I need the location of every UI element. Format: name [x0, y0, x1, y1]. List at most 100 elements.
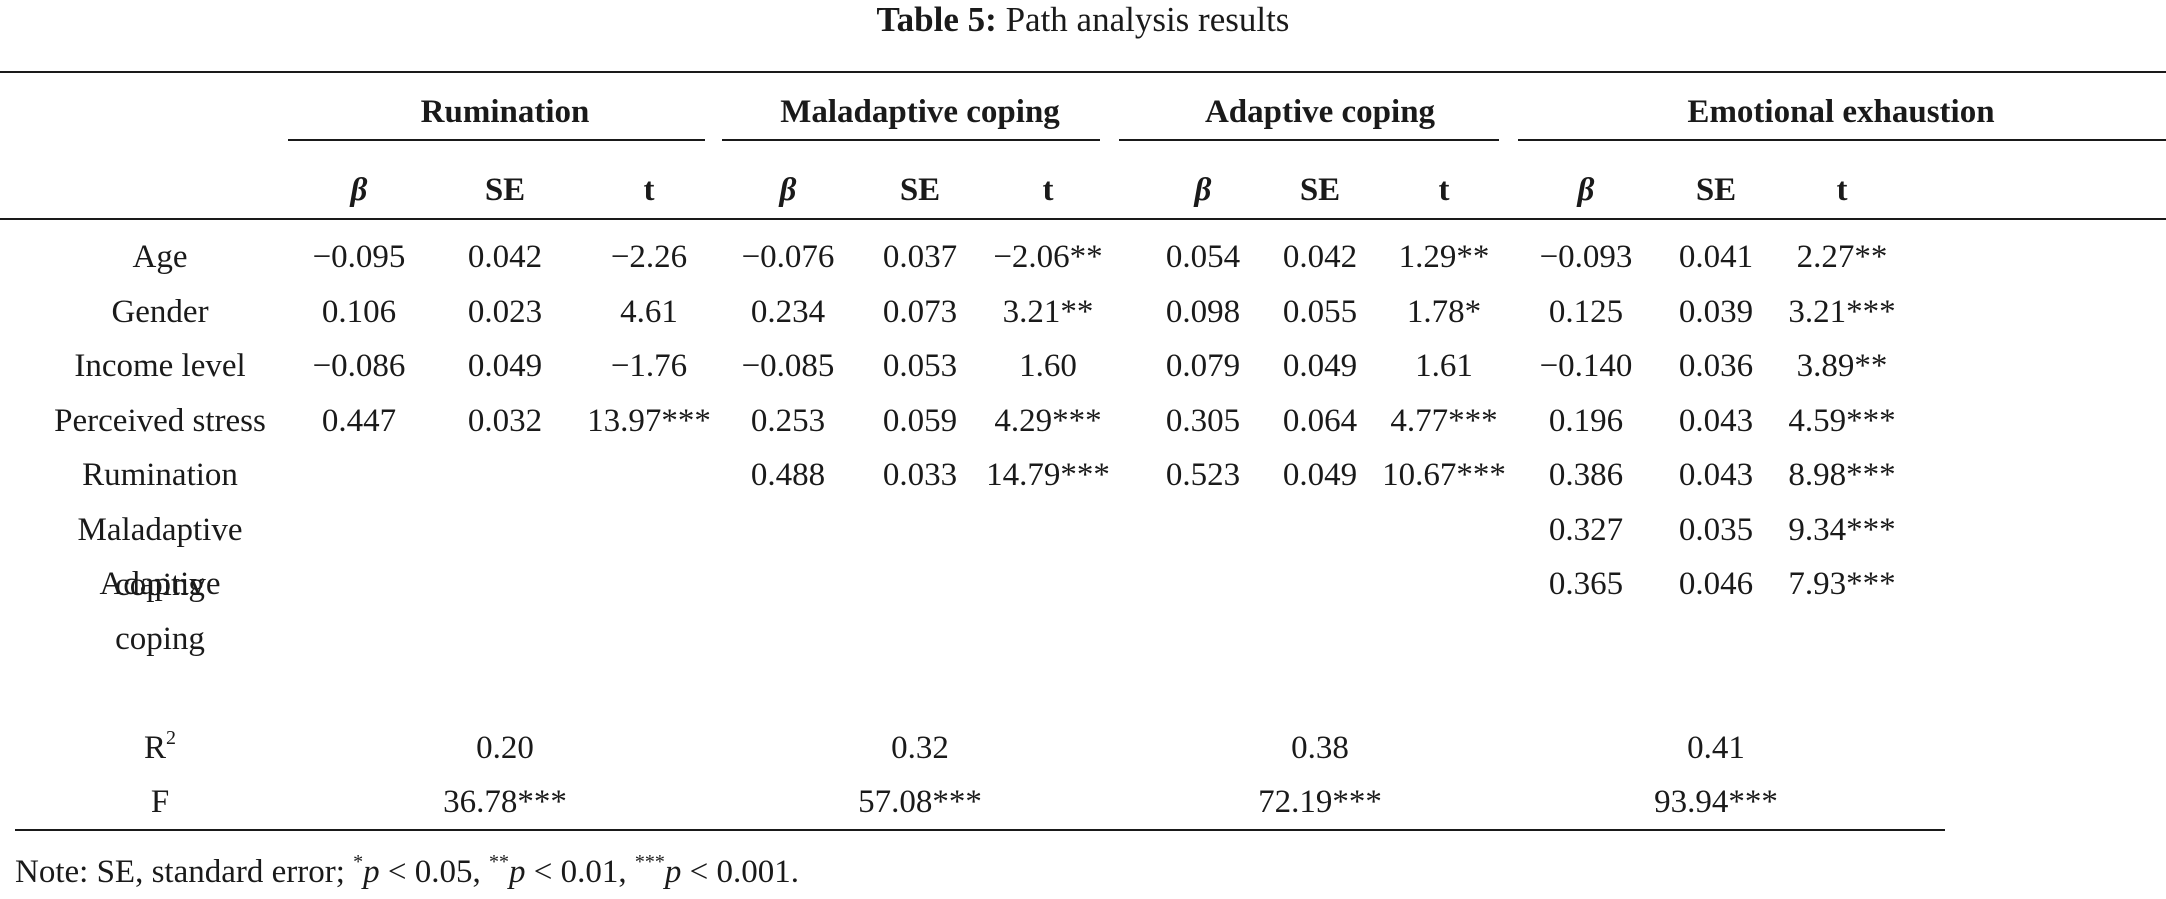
t-value: 3.21**: [1002, 294, 1094, 330]
r2-value: 0.32: [891, 730, 949, 766]
row-label: coping: [115, 620, 205, 657]
note-stars: ***: [634, 851, 665, 873]
se-value: 0.039: [1678, 294, 1754, 330]
beta-value: 0.447: [321, 403, 397, 439]
t-value: 1.60: [1019, 348, 1077, 384]
t-value: 1.29**: [1398, 239, 1490, 275]
t-value: 4.29***: [994, 403, 1102, 439]
beta-value: 0.327: [1548, 512, 1624, 548]
t-value: 3.89**: [1796, 348, 1888, 384]
r2-value: 0.41: [1687, 730, 1745, 766]
bottom-rule: [15, 829, 1945, 831]
note-stars: *: [353, 851, 364, 873]
beta-value: 0.253: [750, 403, 826, 439]
t-value: 13.97***: [587, 403, 711, 439]
se-value: 0.043: [1678, 457, 1754, 493]
se-header: SE: [899, 172, 941, 208]
table-note: Note: SE, standard error; *p < 0.05, **p…: [15, 852, 799, 892]
group-underline-adaptive-coping: [1119, 139, 1499, 141]
se-value: 0.049: [1282, 348, 1358, 384]
se-value: 0.023: [467, 294, 543, 330]
t-value: −2.06**: [993, 239, 1103, 275]
t-value: 7.93***: [1788, 566, 1896, 602]
row-label: Age: [132, 239, 188, 275]
se-value: 0.049: [1282, 457, 1358, 493]
note-threshold: < 0.001.: [681, 854, 800, 890]
note-threshold: < 0.05,: [379, 854, 490, 890]
beta-value: −0.076: [741, 239, 835, 275]
beta-value: 0.386: [1548, 457, 1624, 493]
group-header-maladaptive-coping: Maladaptive coping: [780, 94, 1060, 130]
se-value: 0.053: [882, 348, 958, 384]
beta-value: 0.196: [1548, 403, 1624, 439]
note-prefix: Note: SE, standard error;: [15, 854, 354, 890]
se-value: 0.032: [467, 403, 543, 439]
t-value: 1.61: [1415, 348, 1473, 384]
beta-value: −0.093: [1539, 239, 1633, 275]
r2-value: 0.20: [476, 730, 534, 766]
se-header: SE: [1695, 172, 1737, 208]
se-value: 0.041: [1678, 239, 1754, 275]
beta-value: 0.106: [321, 294, 397, 330]
top-rule: [0, 71, 2166, 73]
beta-header: β: [779, 172, 797, 208]
beta-value: −0.095: [312, 239, 406, 275]
beta-value: −0.086: [312, 348, 406, 384]
t-header: t: [1438, 172, 1450, 208]
r2-label-text: R: [143, 730, 167, 766]
se-value: 0.043: [1678, 403, 1754, 439]
beta-value: 0.234: [750, 294, 826, 330]
se-value: 0.049: [467, 348, 543, 384]
group-underline-rumination: [288, 139, 705, 141]
t-value: 2.27**: [1796, 239, 1888, 275]
beta-header: β: [1577, 172, 1595, 208]
caption-text: Path analysis results: [1005, 0, 1290, 39]
f-value: 93.94***: [1654, 784, 1778, 820]
note-stars: **: [489, 851, 510, 873]
f-label: F: [150, 784, 170, 820]
t-value: −2.26: [610, 239, 688, 275]
row-label: Income level: [74, 348, 246, 384]
t-header: t: [1042, 172, 1054, 208]
beta-value: −0.140: [1539, 348, 1633, 384]
se-value: 0.033: [882, 457, 958, 493]
se-value: 0.035: [1678, 512, 1754, 548]
beta-value: 0.079: [1165, 348, 1241, 384]
se-value: 0.037: [882, 239, 958, 275]
se-value: 0.042: [1282, 239, 1358, 275]
se-value: 0.064: [1282, 403, 1358, 439]
table-caption: Table 5: Path analysis results: [0, 0, 2166, 40]
f-value: 57.08***: [858, 784, 982, 820]
beta-header: β: [350, 172, 368, 208]
beta-value: 0.305: [1165, 403, 1241, 439]
t-header: t: [1836, 172, 1848, 208]
se-value: 0.059: [882, 403, 958, 439]
t-value: 4.59***: [1788, 403, 1896, 439]
r2-superscript: 2: [166, 727, 177, 749]
t-header: t: [643, 172, 655, 208]
beta-value: 0.365: [1548, 566, 1624, 602]
group-header-adaptive-coping: Adaptive coping: [1204, 94, 1436, 130]
t-value: 10.67***: [1382, 457, 1506, 493]
t-value: 9.34***: [1788, 512, 1896, 548]
group-header-rumination: Rumination: [420, 94, 590, 130]
se-value: 0.046: [1678, 566, 1754, 602]
note-threshold: < 0.01,: [525, 854, 635, 890]
se-value: 0.073: [882, 294, 958, 330]
beta-value: 0.523: [1165, 457, 1241, 493]
beta-value: −0.085: [741, 348, 835, 384]
row-label: Gender: [111, 294, 209, 330]
header-rule: [0, 218, 2166, 220]
beta-value: 0.054: [1165, 239, 1241, 275]
r2-value: 0.38: [1291, 730, 1349, 766]
se-value: 0.055: [1282, 294, 1358, 330]
beta-value: 0.488: [750, 457, 826, 493]
se-header: SE: [1299, 172, 1341, 208]
group-header-emotional-exhaustion: Emotional exhaustion: [1687, 94, 1995, 130]
se-value: 0.042: [467, 239, 543, 275]
t-value: 3.21***: [1788, 294, 1896, 330]
group-underline-emotional-exhaustion: [1518, 139, 2166, 141]
t-value: 1.78*: [1406, 294, 1482, 330]
caption-label: Table 5:: [876, 0, 997, 39]
t-value: 14.79***: [986, 457, 1110, 493]
